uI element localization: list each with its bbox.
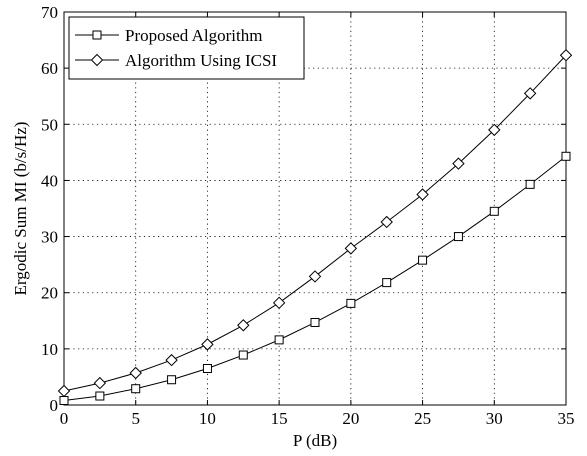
diamond-marker bbox=[93, 376, 107, 390]
y-axis-label: Ergodic Sum MI (b/s/Hz) bbox=[11, 122, 30, 296]
x-axis-label: P (dB) bbox=[293, 431, 337, 450]
square-marker bbox=[274, 335, 284, 345]
diamond-marker bbox=[129, 366, 142, 380]
diamond-marker bbox=[488, 123, 501, 137]
legend-entry: Algorithm Using ICSI bbox=[75, 51, 277, 70]
square-marker bbox=[310, 317, 320, 327]
x-tick-label: 5 bbox=[131, 409, 140, 428]
axis-ticks bbox=[63, 11, 567, 406]
x-tick-label: 25 bbox=[414, 409, 431, 428]
y-tick-label: 60 bbox=[41, 59, 58, 78]
diamond-marker bbox=[201, 338, 214, 351]
legend-square-marker bbox=[92, 30, 102, 40]
y-tick-label: 50 bbox=[41, 115, 58, 134]
square-marker bbox=[525, 179, 535, 189]
legend: Proposed Algorithm Algorithm Using ICSI bbox=[68, 16, 305, 80]
square-marker bbox=[95, 391, 105, 401]
diamond-marker bbox=[452, 157, 465, 170]
x-tick-label: 20 bbox=[342, 409, 359, 428]
diamond-marker bbox=[57, 384, 71, 398]
diamond-marker bbox=[559, 49, 573, 62]
diamond-marker bbox=[165, 353, 178, 367]
diamond-marker bbox=[416, 188, 429, 201]
diamond-marker bbox=[237, 319, 250, 332]
x-tick-label: 35 bbox=[558, 409, 575, 428]
x-tick-label: 30 bbox=[486, 409, 503, 428]
y-tick-label: 30 bbox=[41, 228, 58, 247]
square-marker bbox=[238, 350, 248, 360]
tick-labels: 0 5 10 15 20 25 30 35 0 10 20 30 40 50 60 70 bbox=[41, 3, 575, 428]
diamond-marker bbox=[523, 87, 537, 100]
square-marker bbox=[59, 396, 69, 406]
legend-entry: Proposed Algorithm bbox=[75, 26, 262, 45]
square-marker bbox=[489, 206, 499, 216]
square-marker bbox=[346, 298, 356, 308]
legend-entries: Proposed Algorithm Algorithm Using ICSI bbox=[75, 26, 277, 70]
square-marker bbox=[418, 255, 428, 265]
legend-box bbox=[68, 16, 305, 80]
y-tick-label: 0 bbox=[50, 396, 59, 415]
diamond-marker bbox=[308, 270, 322, 283]
diamond-marker bbox=[344, 242, 358, 255]
legend-diamond-marker bbox=[90, 53, 104, 67]
series-diamond bbox=[57, 49, 573, 398]
square-marker bbox=[382, 278, 392, 288]
y-tick-label: 10 bbox=[41, 340, 58, 359]
square-marker bbox=[131, 384, 141, 394]
series-line bbox=[63, 54, 567, 392]
x-tick-label: 0 bbox=[60, 409, 69, 428]
square-marker bbox=[453, 232, 463, 242]
square-marker bbox=[561, 151, 571, 161]
y-tick-label: 20 bbox=[41, 284, 58, 303]
y-tick-label: 40 bbox=[41, 171, 58, 190]
legend-label: Algorithm Using ICSI bbox=[125, 51, 277, 70]
square-marker bbox=[202, 364, 212, 374]
plot-frame bbox=[63, 11, 567, 406]
legend-label: Proposed Algorithm bbox=[125, 26, 262, 45]
diamond-marker bbox=[272, 296, 286, 310]
series-group bbox=[57, 49, 573, 406]
grid bbox=[64, 12, 566, 405]
x-tick-label: 10 bbox=[199, 409, 216, 428]
square-marker bbox=[167, 375, 177, 385]
y-tick-label: 70 bbox=[41, 3, 58, 22]
x-tick-label: 15 bbox=[271, 409, 288, 428]
diamond-marker bbox=[380, 215, 393, 229]
